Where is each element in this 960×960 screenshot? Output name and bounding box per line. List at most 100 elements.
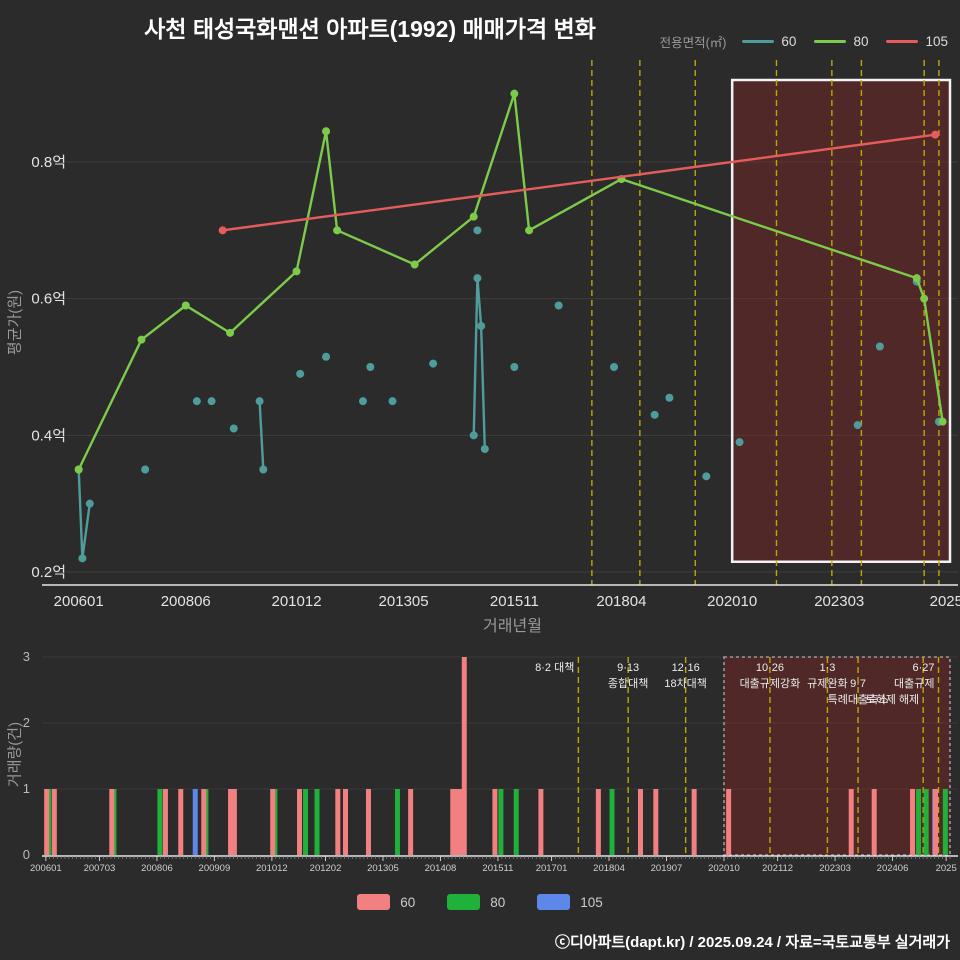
volume-bar-60[interactable] [726,789,732,855]
data-point-60[interactable] [853,421,862,430]
data-point-60[interactable] [255,397,264,406]
data-point-60[interactable] [229,424,238,433]
data-point-105[interactable] [931,130,940,139]
volume-bar-60[interactable] [454,789,460,855]
data-point-80[interactable] [333,226,342,235]
data-point-80[interactable] [510,89,519,98]
volume-bar-60[interactable] [492,789,498,855]
volume-bar-60[interactable] [653,789,659,855]
volume-bar-80[interactable] [942,789,948,855]
data-point-60[interactable] [510,363,519,372]
data-point-60[interactable] [366,363,375,372]
volume-bar-60[interactable] [450,789,456,855]
bar-legend-item-105[interactable]: 105 [537,894,603,910]
data-point-60[interactable] [875,342,884,351]
bar-legend-item-80[interactable]: 80 [447,894,505,910]
data-point-80[interactable] [938,417,947,426]
volume-bar-60[interactable] [848,789,854,855]
volume-bar-60[interactable] [457,789,463,855]
data-point-105[interactable] [218,226,227,235]
volume-bar-60[interactable] [109,789,115,855]
volume-bar-80[interactable] [498,789,504,855]
volume-bar-80[interactable] [157,789,163,855]
legend-item-80[interactable]: 80 [814,34,868,49]
data-point-60[interactable] [477,322,486,331]
data-point-60[interactable] [296,369,305,378]
volume-bar-60[interactable] [51,789,57,855]
data-point-80[interactable] [74,465,83,474]
y-tick-label: 0.8억 [31,154,66,171]
data-point-80[interactable] [181,301,190,310]
volume-bar-80[interactable] [303,789,309,855]
data-point-60[interactable] [192,397,201,406]
series-line-60[interactable] [77,469,91,559]
volume-bar-80[interactable] [916,789,922,855]
data-point-60[interactable] [78,554,87,563]
x-tick-label: 201511 [482,863,513,874]
volume-chart[interactable]: 0 1 2 3 200601 200703 200806 200909 201012 201202… [0,645,960,885]
volume-bar-60[interactable] [231,789,237,855]
data-point-60[interactable] [473,274,482,283]
data-point-60[interactable] [610,363,619,372]
volume-bar-105[interactable] [192,789,198,855]
volume-bar-60[interactable] [871,789,877,855]
volume-bar-60[interactable] [228,789,234,855]
data-point-60[interactable] [85,499,94,508]
volume-bar-60[interactable] [933,789,939,855]
series-line-60[interactable] [258,401,265,470]
volume-bar-80[interactable] [923,789,929,855]
data-point-60[interactable] [554,301,563,310]
data-point-60[interactable] [480,445,489,454]
volume-bar-60[interactable] [461,657,467,855]
volume-bar-80[interactable] [314,789,320,855]
data-point-60[interactable] [141,465,150,474]
price-chart[interactable]: 0.2억 0.4억 0.6억 0.8억 200601 200806 201012 201305… [0,0,960,645]
volume-bar-60[interactable] [538,789,544,855]
legend-item-105[interactable]: 105 [886,34,948,49]
volume-bar-60[interactable] [162,789,168,855]
data-point-80[interactable] [226,328,235,337]
volume-bar-60[interactable] [270,789,276,855]
data-point-80[interactable] [322,127,331,136]
volume-bar-80[interactable] [609,789,615,855]
volume-bar-60[interactable] [44,789,50,855]
data-point-60[interactable] [735,438,744,447]
volume-bar-60[interactable] [638,789,644,855]
volume-bar-60[interactable] [178,789,184,855]
data-point-60[interactable] [665,393,674,402]
volume-bar-60[interactable] [201,789,207,855]
data-point-80[interactable] [292,267,301,276]
data-point-80[interactable] [410,260,419,269]
data-point-60[interactable] [207,397,216,406]
series-line-105[interactable] [222,133,936,232]
legend-item-60[interactable]: 60 [742,34,796,49]
data-point-80[interactable] [912,274,921,283]
data-point-60[interactable] [259,465,268,474]
bar-legend-item-60[interactable]: 60 [357,894,415,910]
volume-bar-60[interactable] [297,789,303,855]
data-point-60[interactable] [322,352,331,361]
volume-bar-60[interactable] [691,789,697,855]
data-point-80[interactable] [525,226,534,235]
series-line-60[interactable] [472,278,487,450]
data-point-60[interactable] [702,472,711,481]
data-point-60[interactable] [429,359,438,368]
page-title: 사천 태성국화맨션 아파트(1992) 매매가격 변화 [144,16,596,42]
data-point-80[interactable] [137,335,146,344]
volume-bar-80[interactable] [513,789,519,855]
data-point-60[interactable] [650,410,659,419]
data-point-60[interactable] [358,397,367,406]
volume-bar-60[interactable] [595,789,601,855]
volume-bar-60[interactable] [365,789,371,855]
volume-bar-60[interactable] [408,789,414,855]
volume-bar-60[interactable] [335,789,341,855]
data-point-60[interactable] [388,397,397,406]
volume-bar-80[interactable] [394,789,400,855]
policy-annotation: 대출규제 [894,677,934,690]
data-point-60[interactable] [469,431,478,440]
data-point-80[interactable] [920,294,929,303]
data-point-80[interactable] [469,212,478,221]
data-point-60[interactable] [473,226,482,235]
volume-bar-60[interactable] [910,789,916,855]
volume-bar-60[interactable] [342,789,348,855]
